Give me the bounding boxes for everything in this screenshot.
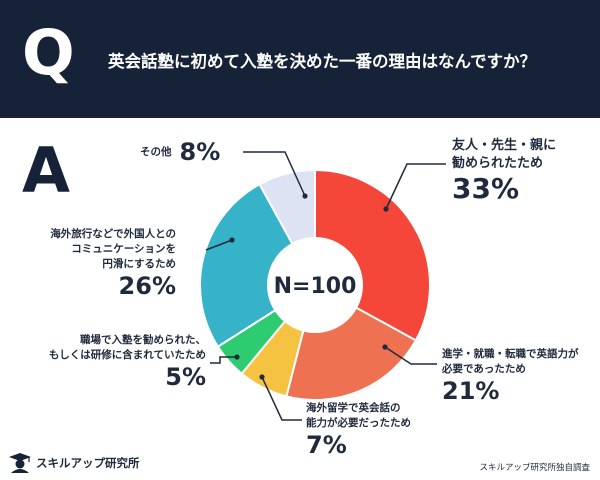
slice-label-text: 進学・就職・転職で英語力が 必要であったため	[442, 348, 579, 375]
slice-label-text: その他	[140, 145, 172, 158]
donut-hole	[267, 237, 363, 333]
slice-label-pct: 26%	[118, 272, 176, 300]
question-text: 英会話塾に初めて入塾を決めた一番の理由はなんですか？	[108, 52, 537, 71]
question-header: Q 英会話塾に初めて入塾を決めた一番の理由はなんですか？	[0, 0, 600, 118]
leader-line	[243, 151, 306, 197]
a-letter: A	[22, 134, 70, 207]
leader-dot	[383, 206, 389, 212]
slice-label-text: 海外旅行などで外国人との コミュニケーションを 円滑にするため	[50, 228, 176, 270]
slice-label-text: 海外留学で英会話の 能力が必要だったため	[306, 402, 411, 429]
slice-travel	[199, 182, 317, 349]
leader-dot	[382, 344, 388, 350]
slice-label-pct: 5%	[165, 363, 206, 391]
leader-dot	[229, 237, 235, 243]
leader-line	[384, 346, 437, 365]
slice-label-pct: 8%	[179, 138, 221, 166]
slice-label-text: 友人・先生・親に 勧められたため	[452, 138, 557, 171]
leader-dot	[259, 374, 265, 380]
slice-label-text: 職場で入塾を勧められた、 もしくは研修に含まれていたため	[48, 334, 206, 361]
leader-line	[205, 239, 233, 251]
slice-label-pct: 21%	[442, 377, 500, 405]
leader-line	[385, 163, 446, 210]
slice-label-pct: 7%	[306, 431, 347, 459]
graduate-icon	[9, 453, 31, 473]
logo-text: スキルアップ研究所	[36, 456, 140, 470]
slice-label-workplace: 職場で入塾を勧められた、 もしくは研修に含まれていたため 5%	[49, 333, 206, 391]
slice-label-other: その他 8%	[140, 138, 220, 166]
leader-line	[261, 376, 302, 421]
source-note: スキルアップ研究所独自調査	[479, 463, 590, 473]
slice-label-recommended: 友人・先生・親に 勧められたため 33%	[452, 137, 556, 205]
slice-label-study-abroad: 海外留学で英会話の 能力が必要だったため 7%	[306, 401, 411, 459]
leader-dot	[302, 193, 308, 199]
center-label: N=100	[274, 274, 357, 299]
brand-logo: スキルアップ研究所	[8, 452, 140, 474]
q-letter: Q	[22, 16, 75, 89]
leader-line	[210, 356, 237, 364]
leader-dot	[234, 354, 240, 360]
slice-label-pct: 33%	[452, 172, 520, 205]
slice-label-travel: 海外旅行などで外国人との コミュニケーションを 円滑にするため 26%	[50, 227, 176, 300]
slice-label-career: 進学・就職・転職で英語力が 必要であったため 21%	[442, 347, 579, 405]
